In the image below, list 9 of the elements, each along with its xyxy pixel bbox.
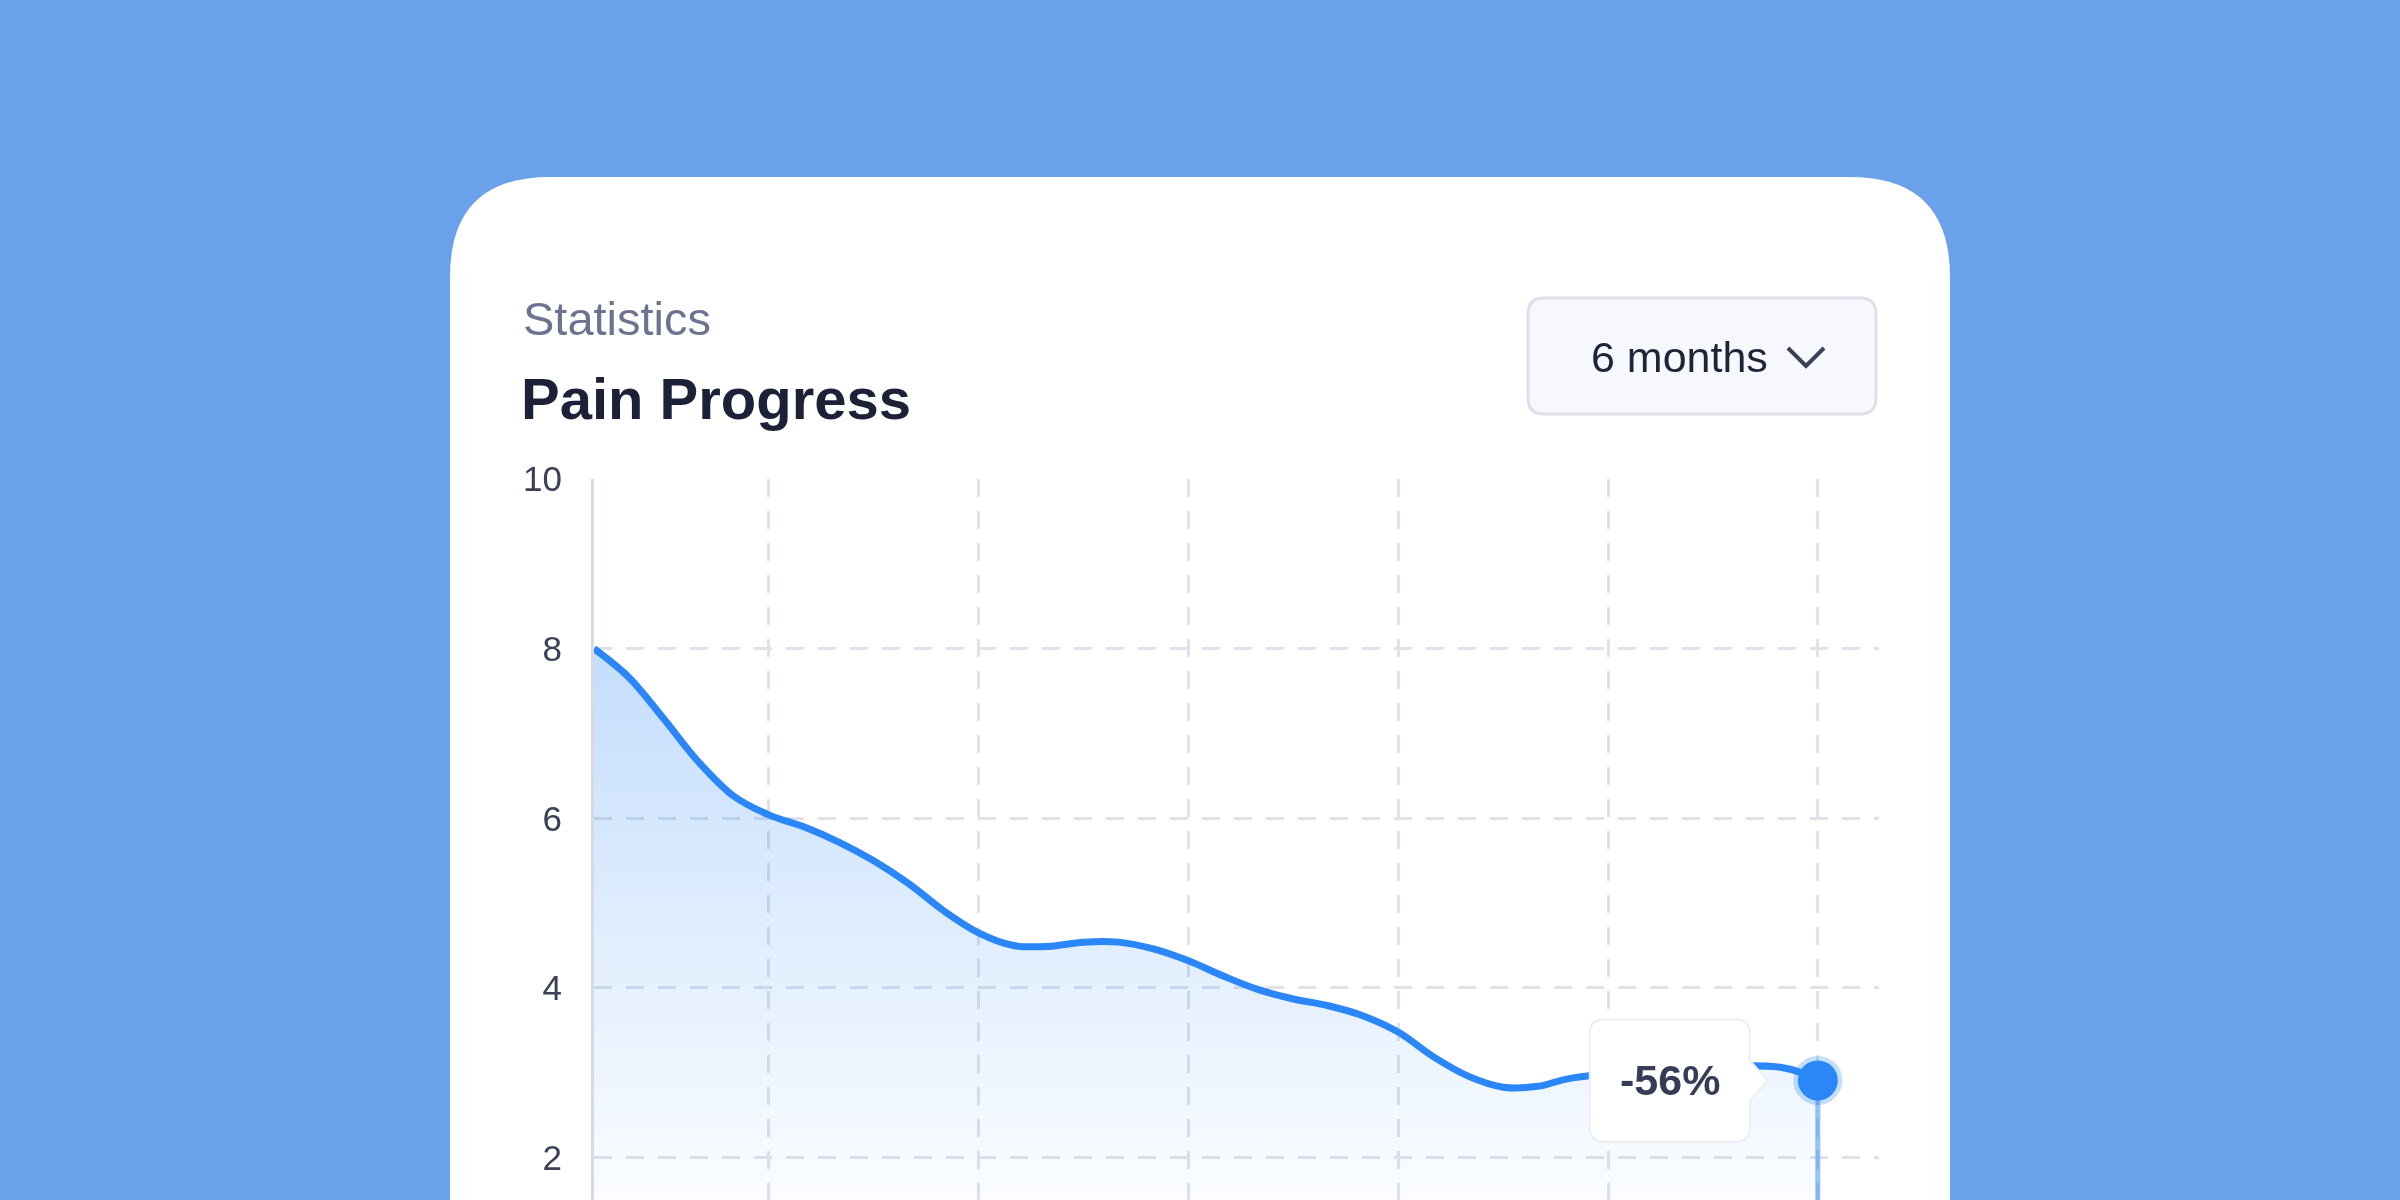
chart-title: Pain Progress xyxy=(521,366,912,431)
y-tick-label: 6 xyxy=(542,798,562,838)
y-tick-label: 10 xyxy=(523,459,562,499)
chart-subtitle: Statistics xyxy=(523,292,712,345)
annotation: -56% xyxy=(1620,1056,1721,1104)
y-tick-label: 2 xyxy=(542,1137,562,1177)
y-tick-label: 8 xyxy=(542,628,562,668)
text: 6 months xyxy=(1591,333,1768,381)
y-tick-label: 4 xyxy=(542,968,562,1008)
